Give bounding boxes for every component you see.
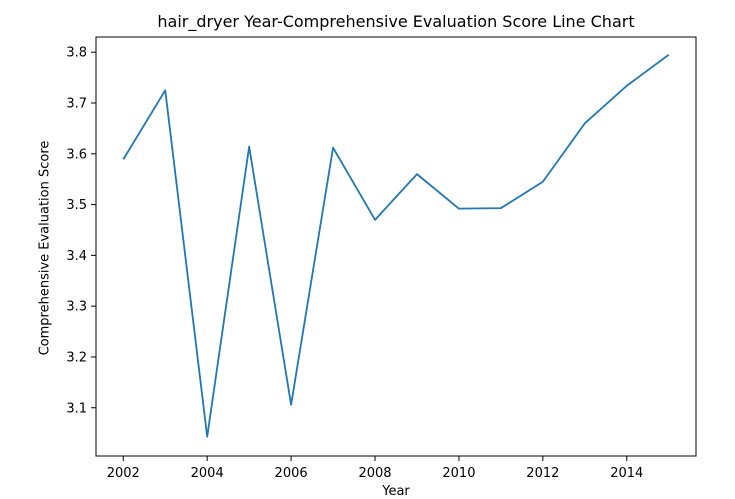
x-tick-label: 2014 bbox=[610, 466, 643, 481]
x-tick-label: 2012 bbox=[526, 466, 559, 481]
y-tick-label: 3.1 bbox=[66, 401, 87, 416]
y-tick-label: 3.8 bbox=[66, 46, 87, 61]
x-axis: 2002 2004 2006 2008 2010 2012 2014 bbox=[107, 456, 643, 481]
plot-area bbox=[95, 36, 697, 457]
x-tick-label: 2008 bbox=[358, 466, 391, 481]
x-tick-label: 2002 bbox=[107, 466, 140, 481]
y-tick-label: 3.2 bbox=[66, 350, 87, 365]
x-tick-label: 2006 bbox=[275, 466, 308, 481]
y-tick-label: 3.4 bbox=[66, 249, 87, 264]
y-tick-label: 3.3 bbox=[66, 300, 87, 315]
chart-title: hair_dryer Year-Comprehensive Evaluation… bbox=[157, 12, 635, 31]
y-tick-label: 3.5 bbox=[66, 198, 87, 213]
x-tick-label: 2010 bbox=[442, 466, 475, 481]
x-axis-label: Year bbox=[382, 484, 410, 499]
series-line bbox=[122, 54, 670, 438]
y-tick-label: 3.6 bbox=[66, 147, 87, 162]
y-axis: 3.1 3.2 3.3 3.4 3.5 3.6 3.7 3.8 bbox=[66, 46, 96, 416]
y-axis-label: Comprehensive Evaluation Score bbox=[37, 140, 53, 356]
y-tick-label: 3.7 bbox=[66, 97, 87, 112]
x-tick-label: 2004 bbox=[191, 466, 224, 481]
